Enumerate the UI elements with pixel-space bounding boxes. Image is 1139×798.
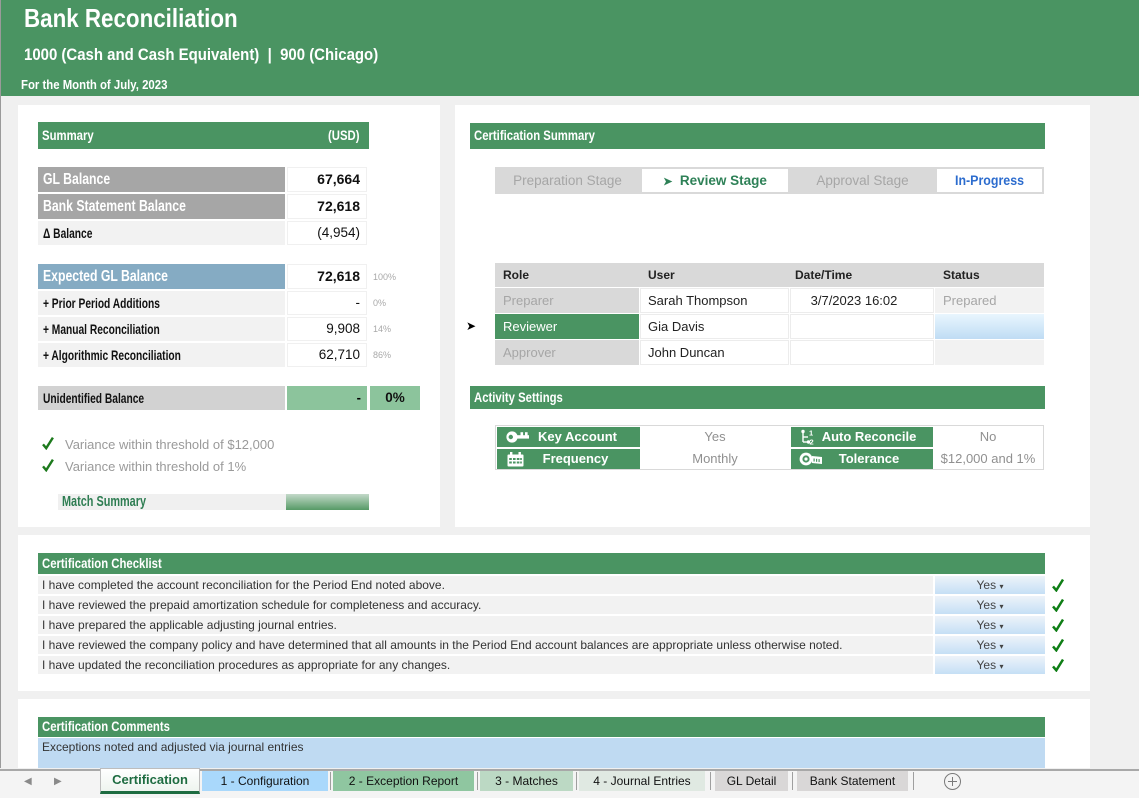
svg-text:2: 2: [810, 438, 814, 446]
svg-text:1: 1: [809, 429, 813, 438]
